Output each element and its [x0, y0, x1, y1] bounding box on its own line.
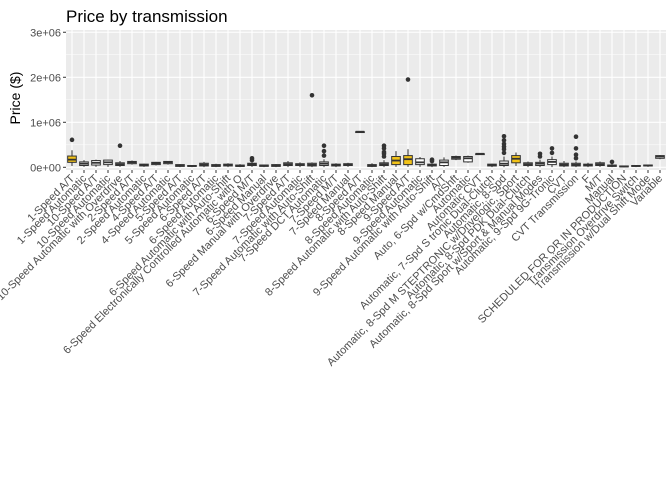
box-16 — [247, 155, 257, 167]
outlier-point — [501, 141, 507, 147]
box-41 — [547, 146, 557, 168]
outlier-point — [549, 146, 555, 151]
box-30 — [415, 156, 425, 167]
box-27 — [379, 143, 389, 168]
box-37 — [499, 133, 509, 168]
outlier-point — [309, 92, 315, 98]
outlier-point — [501, 150, 507, 156]
box-10 — [175, 164, 185, 168]
outlier-point — [429, 157, 435, 162]
box-40 — [535, 151, 545, 168]
outlier-point — [501, 137, 507, 143]
outlier-point — [609, 159, 615, 165]
outlier-point — [405, 77, 411, 82]
box-33 — [451, 155, 461, 161]
outlier-point — [573, 155, 579, 161]
outlier-point — [69, 137, 75, 143]
y-tick-label: 1e+06 — [30, 117, 61, 129]
box-48 — [631, 164, 641, 168]
box-3 — [91, 159, 101, 167]
box-34 — [463, 155, 473, 163]
box-8 — [151, 161, 161, 166]
box-26 — [367, 163, 377, 168]
box-15 — [235, 164, 245, 168]
box-25 — [355, 130, 365, 134]
chart-title: Price by transmission — [66, 7, 228, 26]
box-23 — [331, 163, 341, 168]
outlier-point — [249, 155, 255, 161]
box-12 — [199, 161, 209, 168]
y-tick-label: 2e+06 — [30, 72, 61, 84]
box-39 — [523, 161, 533, 168]
y-tick-label: 0e+00 — [30, 162, 61, 174]
box-5 — [115, 143, 125, 167]
y-axis: 0e+00 1e+06 2e+06 3e+06 — [30, 27, 66, 174]
box-series — [67, 77, 665, 168]
box-24 — [343, 162, 353, 167]
box-2 — [79, 160, 89, 167]
box-6 — [127, 160, 137, 165]
box-42 — [559, 160, 569, 168]
box-19 — [283, 160, 293, 168]
box-45 — [595, 161, 605, 167]
box-49 — [643, 164, 653, 167]
box-32 — [439, 157, 449, 167]
box-22 — [319, 143, 329, 168]
box-46 — [607, 159, 617, 168]
box-44 — [583, 162, 593, 168]
outlier-point — [573, 146, 579, 151]
box-7 — [139, 163, 149, 167]
box-38 — [511, 152, 521, 166]
box-50 — [655, 155, 665, 160]
box-21 — [307, 92, 317, 168]
box-18 — [271, 164, 281, 168]
y-axis-title: Price ($) — [7, 72, 23, 125]
outlier-point — [321, 143, 327, 148]
outlier-point — [537, 151, 543, 157]
box-1 — [67, 137, 77, 166]
outlier-point — [381, 149, 387, 155]
box-13 — [211, 163, 221, 168]
y-tick-label: 3e+06 — [30, 27, 61, 39]
box-body — [403, 155, 413, 166]
outlier-point — [321, 153, 327, 158]
box-43 — [571, 134, 581, 168]
box-20 — [295, 162, 305, 168]
outlier-point — [573, 134, 579, 139]
box-29 — [403, 77, 413, 167]
outlier-point — [573, 152, 579, 157]
outlier-point — [321, 148, 327, 154]
box-35 — [475, 152, 485, 156]
box-14 — [223, 163, 233, 168]
outlier-point — [549, 150, 555, 156]
box-47 — [619, 165, 629, 168]
box-11 — [187, 164, 197, 168]
outlier-point — [501, 133, 507, 139]
box-17 — [259, 164, 269, 168]
box-9 — [163, 160, 173, 165]
outlier-point — [381, 143, 387, 148]
outlier-point — [117, 143, 123, 148]
box-36 — [487, 163, 497, 168]
box-4 — [103, 159, 113, 167]
box-28 — [391, 151, 401, 167]
box-31 — [427, 157, 437, 168]
box-body — [463, 155, 473, 163]
